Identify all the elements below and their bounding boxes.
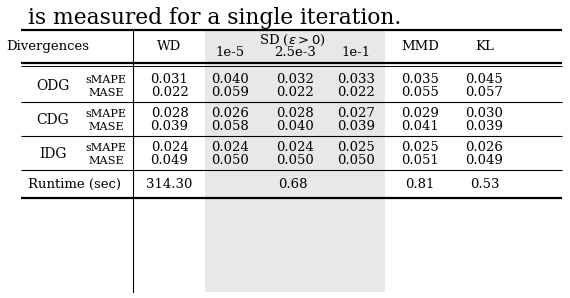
- Text: 0.055: 0.055: [401, 86, 439, 100]
- Text: is measured for a single iteration.: is measured for a single iteration.: [27, 7, 401, 29]
- Text: sMAPE: sMAPE: [86, 143, 127, 153]
- Text: 0.029: 0.029: [401, 108, 439, 120]
- Text: sMAPE: sMAPE: [86, 109, 127, 119]
- Text: 0.025: 0.025: [401, 142, 439, 154]
- Text: 0.045: 0.045: [466, 74, 503, 86]
- Text: MASE: MASE: [88, 156, 124, 166]
- Text: WD: WD: [157, 40, 182, 53]
- Text: 0.022: 0.022: [276, 86, 314, 100]
- Text: 0.033: 0.033: [337, 74, 375, 86]
- Text: 0.058: 0.058: [211, 120, 249, 134]
- Text: 0.031: 0.031: [150, 74, 189, 86]
- Text: 0.028: 0.028: [150, 108, 189, 120]
- Text: 0.024: 0.024: [150, 142, 189, 154]
- Text: 0.040: 0.040: [276, 120, 314, 134]
- Text: 1e-1: 1e-1: [341, 46, 371, 60]
- Text: 0.022: 0.022: [150, 86, 189, 100]
- Text: 0.051: 0.051: [401, 154, 439, 167]
- Text: 0.039: 0.039: [466, 120, 503, 134]
- Text: 0.039: 0.039: [150, 120, 189, 134]
- Text: 0.039: 0.039: [337, 120, 375, 134]
- Text: Divergences: Divergences: [6, 40, 89, 53]
- Text: 0.040: 0.040: [211, 74, 249, 86]
- Text: 0.050: 0.050: [276, 154, 314, 167]
- Text: 0.027: 0.027: [337, 108, 375, 120]
- Bar: [205, 30, 385, 292]
- Text: 0.025: 0.025: [337, 142, 375, 154]
- Text: 1e-5: 1e-5: [215, 46, 245, 60]
- Text: SD ($\epsilon > 0$): SD ($\epsilon > 0$): [259, 32, 327, 48]
- Text: 0.024: 0.024: [276, 142, 314, 154]
- Text: 0.030: 0.030: [466, 108, 503, 120]
- Text: IDG: IDG: [39, 148, 67, 162]
- Text: 0.057: 0.057: [466, 86, 503, 100]
- Text: sMAPE: sMAPE: [86, 75, 127, 85]
- Text: Runtime (sec): Runtime (sec): [28, 178, 121, 190]
- Text: 0.032: 0.032: [276, 74, 314, 86]
- Text: KL: KL: [475, 40, 494, 53]
- Text: 0.050: 0.050: [337, 154, 375, 167]
- Text: 0.049: 0.049: [150, 154, 189, 167]
- Text: 0.024: 0.024: [211, 142, 249, 154]
- Text: 0.022: 0.022: [337, 86, 375, 100]
- Text: 0.035: 0.035: [401, 74, 439, 86]
- Text: 2.5e-3: 2.5e-3: [274, 46, 316, 60]
- Text: 0.041: 0.041: [401, 120, 439, 134]
- Text: 0.049: 0.049: [466, 154, 503, 167]
- Text: 0.026: 0.026: [466, 142, 503, 154]
- Text: 0.026: 0.026: [211, 108, 249, 120]
- Text: ODG: ODG: [36, 80, 70, 94]
- Text: 0.059: 0.059: [211, 86, 249, 100]
- Text: 314.30: 314.30: [146, 178, 193, 190]
- Text: 0.68: 0.68: [278, 178, 308, 190]
- Text: 0.81: 0.81: [406, 178, 435, 190]
- Text: 0.53: 0.53: [470, 178, 499, 190]
- Text: MASE: MASE: [88, 122, 124, 132]
- Text: 0.050: 0.050: [211, 154, 249, 167]
- Text: MASE: MASE: [88, 88, 124, 98]
- Text: MMD: MMD: [401, 40, 439, 53]
- Text: 0.028: 0.028: [276, 108, 314, 120]
- Text: CDG: CDG: [36, 114, 69, 128]
